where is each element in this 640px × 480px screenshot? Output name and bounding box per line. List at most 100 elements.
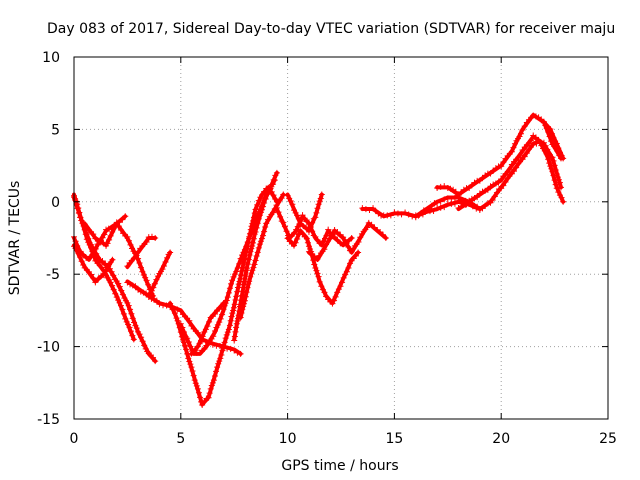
data-point — [337, 240, 344, 247]
data-point — [487, 170, 494, 177]
data-point — [233, 268, 240, 275]
data-point — [337, 283, 344, 290]
data-point — [273, 204, 280, 211]
data-point — [260, 232, 267, 239]
data-point — [247, 273, 254, 280]
data-point — [78, 258, 85, 265]
data-point — [108, 268, 115, 275]
data-point — [241, 246, 248, 253]
data-point — [140, 289, 147, 296]
data-point — [137, 288, 144, 295]
data-point — [151, 280, 158, 287]
data-point — [316, 198, 323, 205]
data-point — [558, 184, 565, 191]
data-point — [270, 176, 277, 183]
data-point — [140, 271, 147, 278]
data-point — [224, 294, 231, 301]
data-point — [263, 220, 270, 227]
data-point — [555, 145, 562, 152]
data-point — [77, 254, 84, 261]
data-point — [555, 176, 562, 183]
data-point — [119, 291, 126, 298]
data-point — [248, 245, 255, 252]
data-point — [318, 283, 325, 290]
data-point — [249, 239, 256, 246]
data-point — [235, 281, 242, 288]
data-point — [270, 192, 277, 199]
data-point — [233, 320, 240, 327]
data-point — [468, 195, 475, 202]
data-point — [189, 368, 196, 375]
data-point — [560, 155, 567, 162]
data-point — [254, 249, 261, 256]
data-point — [230, 304, 237, 311]
data-point — [123, 318, 130, 325]
data-point — [553, 185, 560, 192]
data-point — [231, 337, 238, 344]
data-point — [334, 289, 341, 296]
data-point — [325, 226, 332, 233]
data-point — [303, 235, 310, 242]
data-point — [171, 310, 178, 317]
data-point — [314, 205, 321, 212]
data-point — [252, 228, 259, 235]
data-point — [132, 322, 139, 329]
data-point — [135, 248, 142, 255]
data-point — [434, 184, 441, 191]
data-point — [264, 216, 271, 223]
data-point — [246, 278, 253, 285]
data-point — [249, 242, 256, 249]
data-point — [239, 306, 246, 313]
data-point — [316, 278, 323, 285]
data-point — [517, 152, 524, 159]
data-point — [257, 209, 264, 216]
data-point — [174, 317, 181, 324]
data-point — [102, 260, 109, 267]
data-point — [110, 272, 117, 279]
data-point — [504, 175, 511, 182]
data-point — [237, 255, 244, 262]
data-point — [398, 211, 405, 218]
data-point — [225, 326, 232, 333]
data-point — [278, 195, 285, 202]
data-point — [556, 149, 563, 156]
series-sat-d — [81, 213, 129, 249]
data-point — [119, 216, 126, 223]
data-point — [511, 168, 518, 175]
data-point — [275, 209, 282, 216]
series-sat-m — [237, 191, 287, 321]
data-point — [281, 223, 288, 230]
data-point — [535, 137, 542, 144]
data-point — [209, 379, 216, 386]
data-point — [127, 281, 134, 288]
data-point — [434, 199, 441, 206]
data-point — [241, 279, 248, 286]
data-point — [474, 194, 481, 201]
data-point — [489, 197, 496, 204]
data-point — [542, 142, 549, 149]
data-point — [242, 293, 249, 300]
data-point — [125, 237, 132, 244]
data-point — [484, 186, 491, 193]
data-point — [161, 262, 168, 269]
data-point — [136, 260, 143, 267]
data-point — [208, 382, 215, 389]
data-point — [258, 235, 265, 242]
data-point — [250, 264, 257, 271]
data-point — [418, 210, 425, 217]
data-point — [299, 212, 306, 219]
data-point — [215, 360, 222, 367]
data-point — [217, 355, 224, 362]
data-point — [122, 213, 129, 220]
data-point — [153, 276, 160, 283]
data-point — [218, 351, 225, 358]
data-point — [122, 315, 129, 322]
data-point — [191, 377, 198, 384]
data-point — [553, 171, 560, 178]
data-point — [244, 261, 251, 268]
data-point — [458, 189, 465, 196]
data-point — [141, 342, 148, 349]
data-point — [460, 202, 467, 209]
data-point — [92, 279, 99, 286]
